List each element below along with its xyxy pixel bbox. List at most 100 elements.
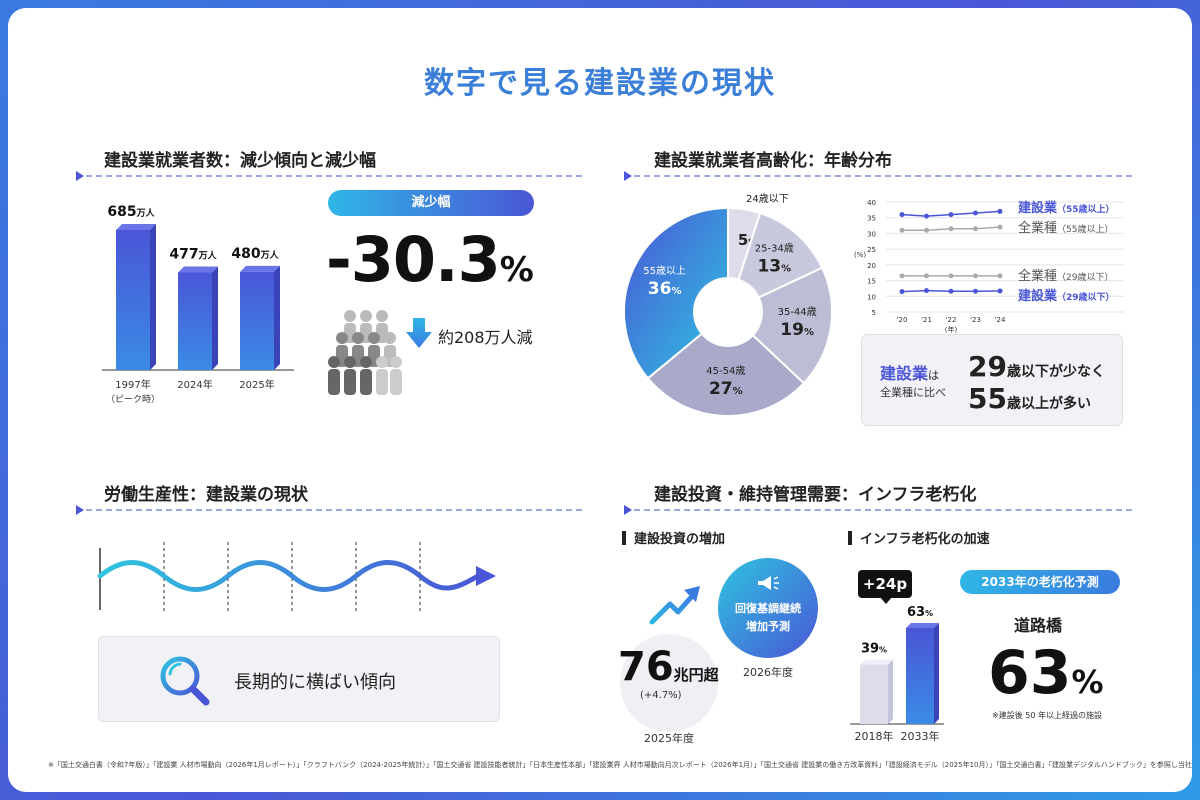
bridge-label: 道路橋 <box>1014 616 1063 635</box>
line-x-tick: '24 <box>995 316 1006 324</box>
subheading-marker <box>848 531 852 545</box>
magnifier-icon <box>160 656 210 706</box>
line-y-unit: (%) <box>854 251 866 259</box>
investment-amount: 76兆円超 <box>618 644 719 690</box>
pie-slice-value: 13% <box>757 256 791 276</box>
line-x-tick: '20 <box>897 316 908 324</box>
decline-count: 約208万人減 <box>438 328 533 347</box>
bar-side <box>212 266 218 370</box>
line-point <box>899 273 905 279</box>
section-title-productivity: 労働生産性：建設業の現状 <box>104 485 308 505</box>
aging-bar-value: 39% <box>861 642 887 657</box>
line-series-label: 建設業（29歳以下） <box>1018 288 1115 304</box>
compare-line1: 29歳以下が少なく <box>968 350 1105 383</box>
pie-slice-label: 35-44歳 <box>778 306 817 318</box>
bar-value-label: 480万人 <box>231 246 279 262</box>
line-point <box>899 227 905 233</box>
investment-change: (+4.7%) <box>640 690 682 701</box>
investment-unit: 兆円超 <box>673 666 719 684</box>
bar-top <box>116 224 156 230</box>
forecast-year: 2026年度 <box>743 666 793 679</box>
investment-circle <box>620 634 718 732</box>
bar-top <box>178 266 218 273</box>
down-arrow-icon <box>406 318 432 348</box>
bridge-rate-unit: % <box>1071 663 1104 701</box>
trend-up-icon <box>649 586 700 625</box>
line-y-tick: 25 <box>867 246 876 254</box>
bar-year-sub: （ピーク時） <box>106 394 160 405</box>
forecast-pill: 2033年の老朽化予測 <box>960 570 1120 594</box>
increase-badge-text: +24p <box>862 575 908 593</box>
pie-slice <box>623 206 729 380</box>
line-point <box>973 273 978 279</box>
pie-slice-label: 45-54歳 <box>706 365 745 377</box>
pie-slice-value: 19% <box>780 320 814 340</box>
line-x-tick: '21 <box>921 316 932 324</box>
line-point <box>948 212 954 218</box>
investment-year: 2025年度 <box>644 732 694 745</box>
line-point <box>948 273 954 279</box>
bar-top <box>240 265 280 272</box>
age-pie-chart: 24歳以下5%25-34歳13%35-44歳19%45-54歳27%55歳以上3… <box>623 193 833 417</box>
section-title-employees: 建設業就業者数：減少傾向と減少幅 <box>104 151 376 171</box>
line-y-tick: 35 <box>867 215 876 223</box>
section-title-age: 建設業就業者高齢化：年齢分布 <box>654 151 892 171</box>
section-rule-investment <box>624 505 1132 515</box>
line-point <box>997 273 1003 279</box>
compare-line2: 55歳以上が多い <box>968 382 1091 415</box>
increase-badge <box>858 570 912 598</box>
productivity-text: 長期的に横ばい傾向 <box>234 672 396 693</box>
line-point <box>997 288 1003 294</box>
employee-bar <box>240 271 274 370</box>
employee-bar-chart: 685万人 1997年 （ピーク時） 477万人 2024年 480万人 2025年 <box>102 204 294 405</box>
line-y-tick: 20 <box>867 262 876 270</box>
aging-bar-year: 2018年 <box>855 729 894 743</box>
compare-line1-num: 29 <box>968 350 1007 383</box>
infographic-card: 数字で見る建設業の現状 建設業就業者数：減少傾向と減少幅 685万人 1997年 （… <box>8 8 1192 792</box>
pie-slice-value: 27% <box>709 379 743 399</box>
line-y-tick: 30 <box>867 230 876 238</box>
source-footnote: ※「国土交通白書（令和7年版）」「建設業 人材市場動向（2026年1月レポート）… <box>48 761 1192 769</box>
bar-year-label: 2024年 <box>177 378 212 391</box>
bar-side <box>274 265 280 370</box>
subheading-aging: インフラ老朽化の加速 <box>848 528 990 547</box>
line-x-tick: '23 <box>970 316 981 324</box>
aging-bar-value: 63% <box>907 605 933 620</box>
compare-line1-text: 歳以下が少なく <box>1006 364 1105 380</box>
line-point <box>973 288 978 294</box>
aging-bar-chart: 39% 2018年 63% 2033年 <box>850 605 944 743</box>
line-point <box>899 212 905 218</box>
decline-rate: -30.3% <box>326 223 534 296</box>
line-series-label: 全業種（29歳以下） <box>1018 268 1113 284</box>
forecast-text2: 増加予測 <box>746 620 790 633</box>
line-point <box>973 210 978 216</box>
aging-bar <box>906 628 934 724</box>
line-y-tick: 10 <box>867 293 876 301</box>
compare-sub: 全業種に比べ <box>880 386 946 399</box>
decline-pill: 減少幅 <box>328 190 534 216</box>
pie-slice-label: 24歳以下 <box>746 193 789 205</box>
bridge-rate: 63% <box>988 638 1104 708</box>
pie-slice <box>751 266 833 385</box>
line-point <box>973 226 978 232</box>
subheading-investment: 建設投資の増加 <box>622 528 725 547</box>
pie-slice <box>646 332 806 417</box>
line-point <box>924 213 929 219</box>
subheading-aging-text: インフラ老朽化の加速 <box>860 532 990 547</box>
compare-line2-text: 歳以上が多い <box>1006 396 1091 412</box>
section-rule-employees <box>76 171 582 181</box>
page-title: 数字で見る建設業の現状 <box>424 66 776 101</box>
line-x-unit: (年) <box>945 325 958 334</box>
line-y-tick: 40 <box>867 199 876 207</box>
section-rule-age <box>624 171 1132 181</box>
decline-rate-unit: % <box>499 250 534 290</box>
line-point <box>899 289 905 295</box>
productivity-wave-chart <box>97 542 496 614</box>
aging-bar-top <box>906 623 939 628</box>
employee-bar <box>178 272 212 370</box>
compare-industry: 建設業 <box>880 364 929 383</box>
line-point <box>997 208 1003 214</box>
line-point <box>924 227 929 233</box>
bar-value-label: 685万人 <box>107 204 155 220</box>
line-series-label: 建設業（55歳以上） <box>1018 200 1115 216</box>
